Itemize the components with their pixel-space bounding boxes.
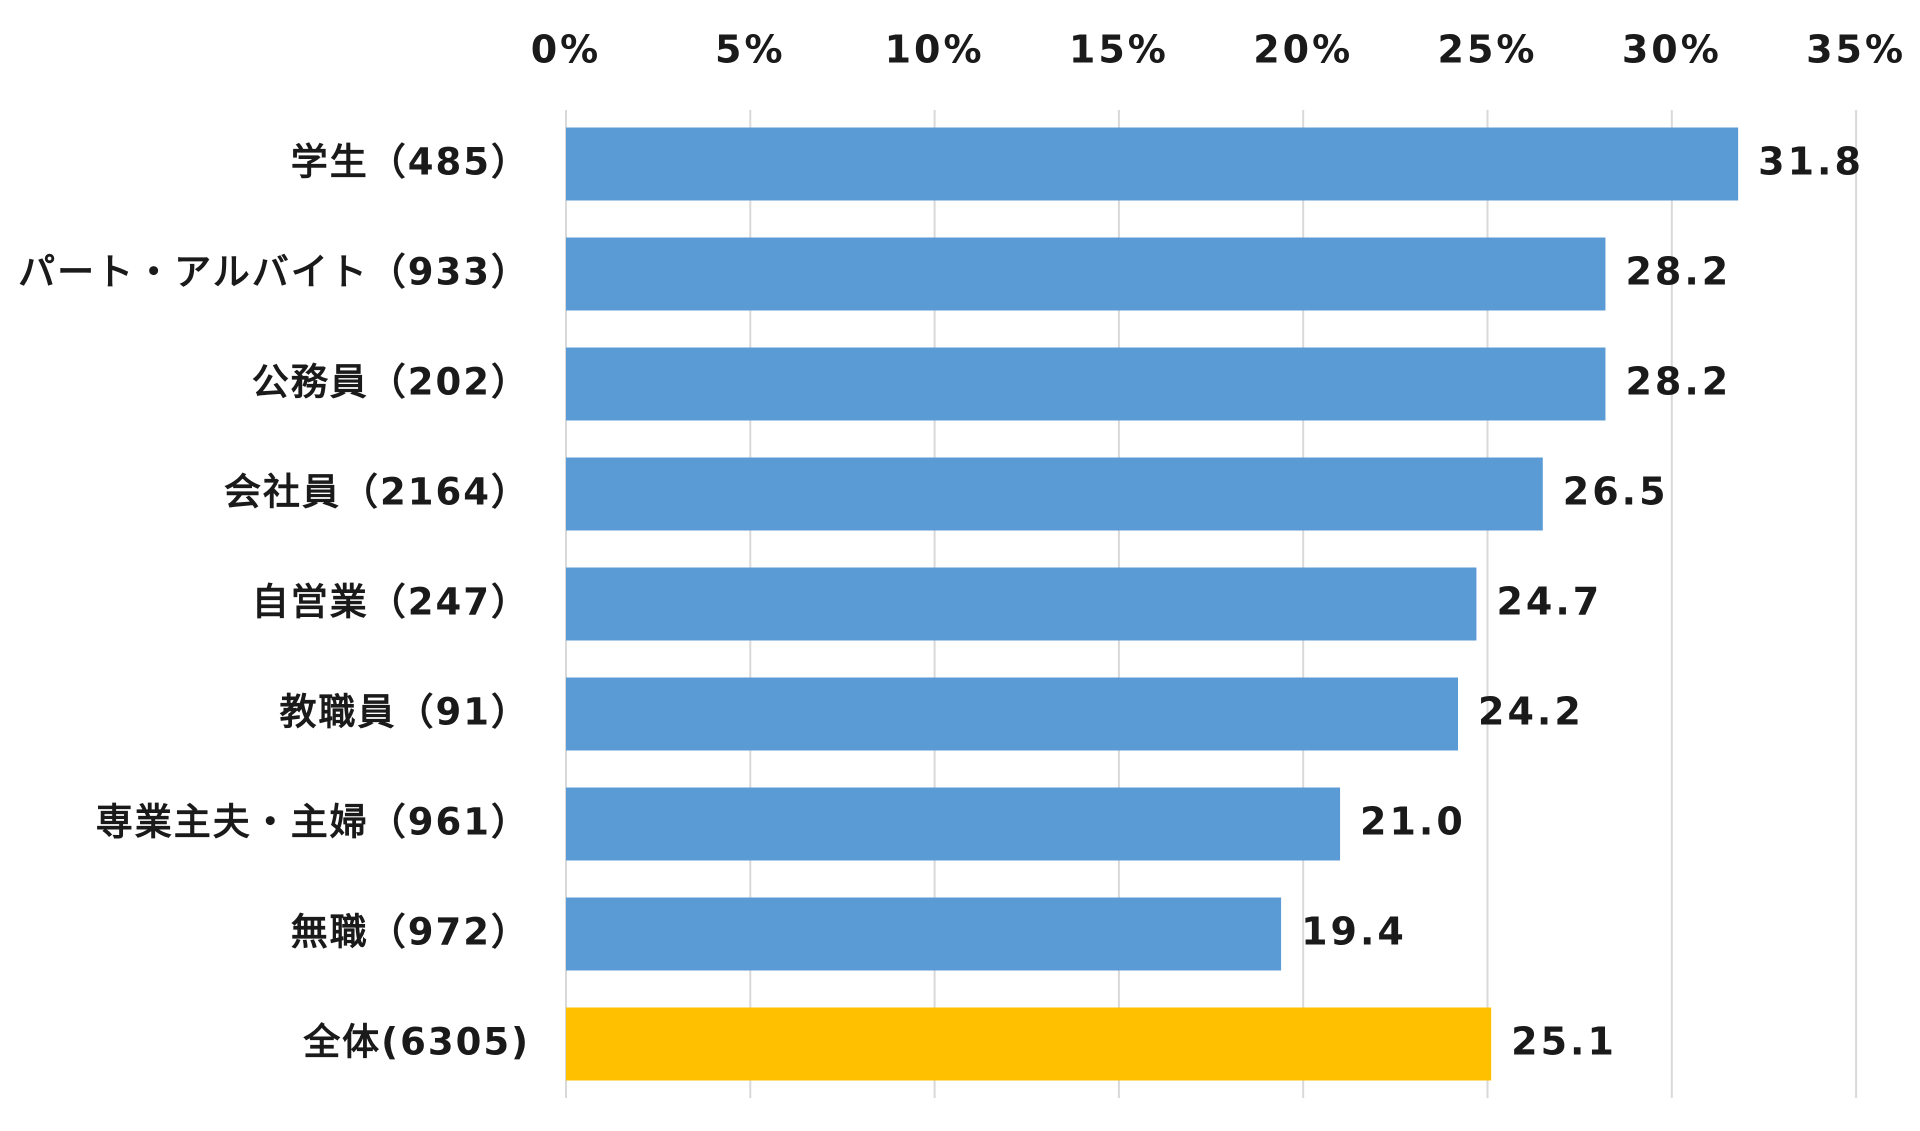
- x-tick-label: 35%: [1806, 28, 1906, 72]
- bar: [566, 457, 1543, 531]
- category-label: 教職員（91）: [280, 691, 531, 734]
- x-tick-label: 25%: [1438, 28, 1538, 72]
- bar: [566, 897, 1282, 971]
- x-tick-label: 20%: [1253, 28, 1353, 72]
- bar: [566, 567, 1477, 641]
- bar: [566, 127, 1739, 201]
- x-axis-ticks: 0% 5% 10% 15% 20% 25% 30% 35%: [531, 28, 1906, 72]
- x-tick-label: 30%: [1622, 28, 1722, 72]
- category-label: 学生（485）: [291, 141, 530, 184]
- x-tick-label: 10%: [885, 28, 985, 72]
- bar: [566, 677, 1459, 751]
- x-tick-label: 15%: [1069, 28, 1169, 72]
- bar: [566, 347, 1606, 421]
- category-label: パート・アルバイト（933）: [18, 251, 530, 294]
- data-label: 28.2: [1625, 360, 1731, 404]
- bar: [566, 237, 1606, 311]
- bars: [566, 127, 1739, 1081]
- data-label: 24.7: [1496, 580, 1602, 624]
- data-label: 21.0: [1360, 800, 1466, 844]
- data-label: 26.5: [1563, 470, 1669, 514]
- data-label: 19.4: [1301, 910, 1407, 954]
- category-label: 専業主夫・主婦（961）: [96, 801, 530, 844]
- data-label: 25.1: [1511, 1020, 1617, 1064]
- data-label: 31.8: [1758, 140, 1864, 184]
- data-label: 24.2: [1478, 690, 1584, 734]
- data-label: 28.2: [1625, 250, 1731, 294]
- category-label: 無職（972）: [291, 911, 530, 954]
- category-label: 公務員（202）: [252, 361, 530, 404]
- bar: [566, 787, 1341, 861]
- category-labels: 学生（485） パート・アルバイト（933） 公務員（202） 会社員（2164） 自営…: [18, 141, 531, 1064]
- bar: [566, 1007, 1492, 1081]
- category-label: 全体(6305): [302, 1021, 530, 1064]
- category-label: 会社員（2164）: [224, 471, 530, 514]
- x-tick-label: 0%: [531, 28, 602, 72]
- value-labels: 31.8 28.2 28.2 26.5 24.7 24.2 21.0 19.4 25.1: [1301, 140, 1864, 1064]
- x-tick-label: 5%: [715, 28, 786, 72]
- category-label: 自営業（247）: [252, 581, 530, 624]
